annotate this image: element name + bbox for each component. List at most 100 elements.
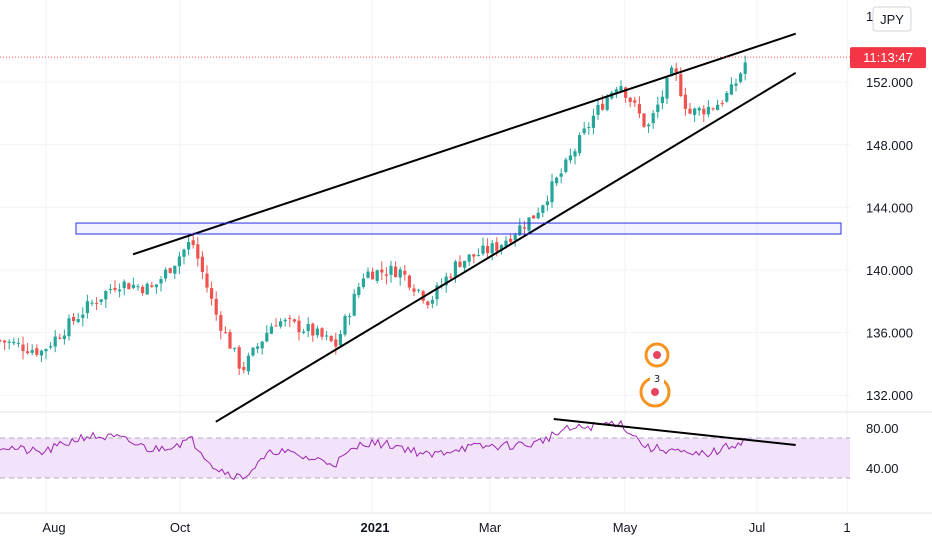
candle-body — [302, 331, 306, 333]
watermark-number: 3 — [654, 374, 660, 385]
candle-body — [49, 346, 53, 348]
candle-body — [509, 238, 513, 243]
candle-body — [85, 301, 89, 314]
rsi-series-line — [0, 419, 748, 481]
candle-body — [108, 289, 112, 291]
candle-body — [136, 286, 140, 288]
time-tick-label: 2021 — [361, 520, 390, 535]
price-tick-label: 148.000 — [866, 138, 913, 153]
candle-body — [412, 288, 416, 292]
candle-body — [435, 285, 439, 300]
candle-body — [251, 347, 255, 356]
rsi-band — [0, 437, 850, 479]
current-price-tag — [850, 47, 926, 69]
candle-body — [366, 271, 370, 278]
candle-body — [44, 349, 48, 352]
candle-body — [568, 155, 572, 161]
candle-body — [495, 242, 499, 252]
rsi-trendline — [553, 418, 796, 446]
candle-body — [444, 276, 448, 286]
lower-trendline — [215, 71, 797, 423]
candle-body — [426, 301, 430, 306]
candle-body — [472, 254, 476, 257]
watermark-logo: 3 — [639, 342, 671, 408]
candle-body — [283, 319, 287, 322]
candle-body — [35, 348, 39, 355]
candle-body — [219, 315, 223, 331]
candle-body — [352, 293, 356, 316]
candle-body — [670, 67, 674, 77]
logo-dot — [653, 351, 661, 359]
candle-body — [177, 256, 181, 267]
candle-body — [343, 316, 347, 335]
candle-body — [407, 275, 411, 288]
candle-body — [536, 212, 540, 219]
price-tick-label: 140.000 — [866, 263, 913, 278]
rsi-tick-label: 40.00 — [866, 461, 899, 476]
candle-body — [702, 108, 706, 115]
candle-body — [76, 319, 80, 323]
candle-body — [518, 225, 522, 236]
candle-body — [532, 215, 536, 219]
candle-body — [651, 113, 655, 124]
candle-body — [605, 97, 609, 110]
rsi-band-fill — [0, 438, 850, 478]
candle-body — [292, 319, 296, 322]
candle-body — [269, 326, 273, 334]
candle-body — [573, 151, 577, 157]
candle-body — [141, 286, 145, 294]
candle-body — [656, 104, 660, 113]
candle-body — [693, 108, 697, 115]
drawings[interactable] — [75, 32, 842, 446]
candle-body — [260, 341, 264, 349]
candle-body — [67, 318, 71, 337]
candle-body — [398, 269, 402, 278]
candle-body — [168, 268, 172, 273]
currency-badge — [872, 6, 912, 32]
candle-body — [62, 335, 66, 340]
candle-body — [81, 314, 85, 319]
candle-body — [463, 260, 467, 268]
candle-body — [334, 339, 338, 347]
candle-body — [403, 270, 407, 275]
candle-body — [182, 249, 186, 257]
candle-body — [527, 217, 531, 231]
candle-body — [587, 127, 591, 129]
candle-body — [16, 342, 20, 344]
candle-body — [39, 350, 43, 356]
candle-body — [490, 243, 494, 254]
price-tick-label: 132.000 — [866, 388, 913, 403]
candle-body — [72, 316, 76, 322]
candle-body — [688, 108, 692, 114]
candle-body — [647, 124, 651, 127]
candle-body — [596, 104, 600, 115]
candle-body — [545, 201, 549, 206]
rsi-tick-label: 80.00 — [866, 421, 899, 436]
candle-body — [513, 234, 517, 241]
candle-body — [628, 97, 632, 103]
time-tick-label: 1 — [843, 520, 850, 535]
candle-body — [633, 100, 637, 103]
grid — [0, 0, 932, 514]
candle-body — [555, 177, 559, 184]
candle-body — [476, 254, 480, 256]
overlay: 3 — [0, 56, 850, 408]
candle-body — [601, 103, 605, 110]
candle-body — [127, 283, 131, 290]
candle-body — [674, 68, 678, 74]
candle-body — [7, 341, 11, 343]
candle-body — [720, 103, 724, 105]
candle-body — [21, 344, 25, 352]
candle-body — [725, 92, 729, 102]
candle-body — [3, 340, 7, 343]
upper-trendline — [132, 32, 797, 256]
candle-body — [90, 302, 94, 304]
candle-body — [53, 336, 57, 347]
time-tick-label: May — [613, 520, 638, 535]
candle-body — [95, 303, 99, 305]
candle-body — [665, 77, 669, 99]
candle-body — [113, 287, 117, 291]
time-tick-label: Aug — [42, 520, 65, 535]
candle-body — [453, 261, 457, 277]
candle-body — [311, 323, 315, 336]
